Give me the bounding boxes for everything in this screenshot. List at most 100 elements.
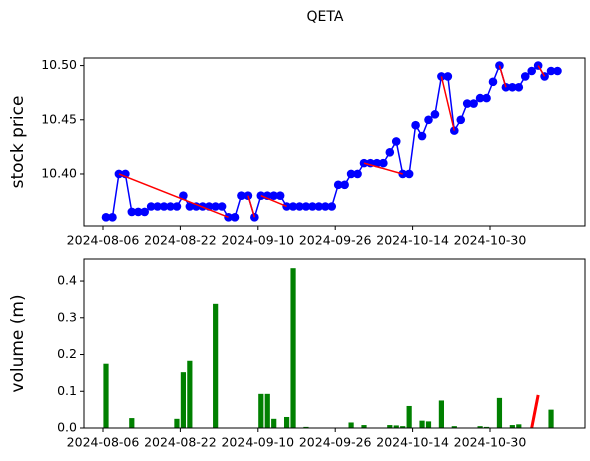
plot-frame <box>83 258 586 429</box>
line <box>440 76 456 131</box>
marker <box>217 202 227 211</box>
marker <box>488 77 498 87</box>
x-tick-label: 2024-08-22 <box>144 233 217 248</box>
marker <box>469 99 478 108</box>
x-tick-label: 2024-10-14 <box>376 233 449 248</box>
marker <box>430 110 440 119</box>
bar <box>548 409 554 428</box>
marker <box>404 169 414 179</box>
marker <box>501 82 511 92</box>
bar <box>264 393 270 428</box>
marker <box>346 169 356 179</box>
marker <box>146 202 156 211</box>
marker <box>411 120 420 130</box>
marker <box>288 202 298 211</box>
bar <box>361 425 367 428</box>
bar <box>290 268 296 428</box>
marker <box>333 180 343 190</box>
x-tick-label: 2024-09-10 <box>221 233 294 248</box>
bar <box>451 426 457 428</box>
marker <box>391 137 401 146</box>
y-tick-label: 0.1 <box>57 383 77 398</box>
bar <box>187 360 193 428</box>
bar <box>400 426 406 428</box>
bar <box>509 425 515 428</box>
marker <box>101 213 111 222</box>
bar <box>496 397 503 428</box>
line <box>260 194 287 208</box>
line <box>498 65 507 88</box>
marker <box>230 213 240 222</box>
chart-title: QETA <box>307 9 344 25</box>
x-tick-label: 2024-10-30 <box>454 233 527 248</box>
bar <box>174 418 180 428</box>
bar <box>129 418 135 428</box>
marker <box>114 169 124 179</box>
bar <box>303 426 309 428</box>
marker <box>301 202 311 211</box>
y-tick-label: 10.50 <box>41 57 77 72</box>
plot-frame <box>83 57 586 227</box>
bar <box>477 426 483 428</box>
marker <box>327 202 337 211</box>
bar <box>103 363 109 428</box>
line <box>106 63 558 220</box>
marker <box>172 202 182 211</box>
x-tick-label: 2024-08-06 <box>67 233 140 248</box>
bar <box>406 405 412 428</box>
marker <box>353 169 362 179</box>
marker <box>295 202 304 211</box>
bar <box>213 303 219 428</box>
y-tick-label: 10.40 <box>41 165 77 180</box>
marker <box>269 191 279 200</box>
marker <box>308 202 317 211</box>
bar <box>348 422 354 428</box>
x-tick-label: 2024-10-30 <box>454 435 527 450</box>
y-tick-label: 0.4 <box>57 273 77 288</box>
marker <box>520 72 530 81</box>
y-axis-label: stock price <box>8 96 28 189</box>
marker <box>321 202 330 211</box>
line <box>363 162 403 175</box>
marker <box>108 213 117 222</box>
line <box>537 65 546 77</box>
marker <box>475 93 485 103</box>
marker <box>527 66 536 76</box>
line <box>530 394 540 429</box>
marker <box>424 115 433 125</box>
x-tick-label: 2024-10-14 <box>376 435 449 450</box>
marker <box>314 202 324 211</box>
line <box>247 195 256 218</box>
marker <box>443 72 453 81</box>
marker <box>508 82 517 92</box>
x-tick-label: 2024-09-26 <box>299 435 372 450</box>
y-tick-label: 0.2 <box>57 346 77 361</box>
x-tick-label: 2024-09-10 <box>221 435 294 450</box>
bar <box>419 420 425 428</box>
x-tick-label: 2024-09-26 <box>299 233 372 248</box>
marker <box>127 207 137 217</box>
y-tick-label: 0.0 <box>57 420 77 435</box>
marker <box>340 180 349 190</box>
marker <box>185 202 195 211</box>
marker <box>166 202 175 211</box>
marker <box>211 202 220 211</box>
marker <box>159 202 169 211</box>
bar <box>258 393 264 428</box>
bar <box>387 425 393 428</box>
marker <box>133 207 143 217</box>
marker <box>456 115 466 125</box>
line <box>118 173 229 219</box>
y-tick-label: 0.3 <box>57 309 77 324</box>
marker <box>379 158 388 168</box>
x-tick-label: 2024-08-22 <box>144 435 217 450</box>
marker <box>179 191 188 200</box>
bar <box>438 400 444 428</box>
marker <box>417 131 427 141</box>
marker <box>437 72 446 81</box>
bar <box>516 424 522 428</box>
marker <box>372 158 382 168</box>
marker <box>482 93 491 103</box>
y-axis-label: volume (m) <box>8 294 28 392</box>
